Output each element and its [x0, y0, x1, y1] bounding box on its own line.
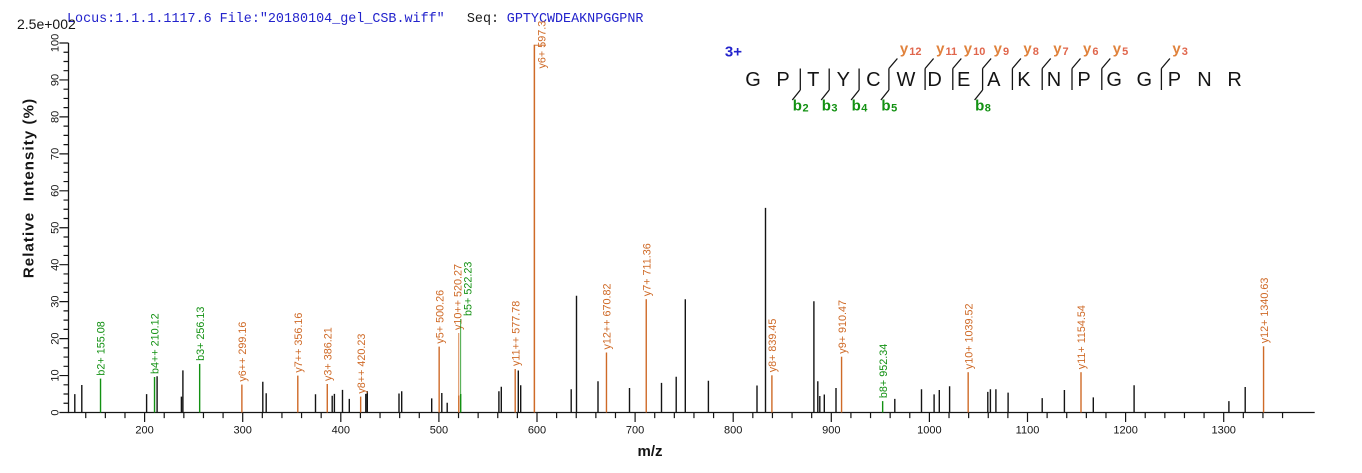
svg-text:1300: 1300	[1211, 425, 1235, 437]
svg-text:y11++ 577.78: y11++ 577.78	[510, 301, 522, 366]
svg-text:b3: b3	[822, 98, 838, 115]
svg-text:70: 70	[50, 148, 62, 160]
svg-text:GPTYCWDEAKNPGGPNR: GPTYCWDEAKNPGGPNR	[507, 12, 644, 27]
svg-text:500: 500	[430, 425, 448, 437]
svg-text:P: P	[776, 69, 789, 91]
svg-text:G: G	[1106, 69, 1122, 91]
svg-text:40: 40	[50, 259, 62, 271]
svg-text:900: 900	[822, 425, 840, 437]
svg-text:b4++ 210.12: b4++ 210.12	[150, 313, 162, 374]
svg-text:b8: b8	[975, 98, 991, 115]
svg-text:300: 300	[234, 425, 252, 437]
svg-text:10: 10	[50, 369, 62, 381]
svg-text:m/z: m/z	[637, 443, 662, 460]
svg-text:C: C	[866, 69, 880, 91]
svg-text:60: 60	[50, 185, 62, 197]
svg-text:y9+ 910.47: y9+ 910.47	[837, 300, 849, 354]
svg-text:400: 400	[332, 425, 350, 437]
svg-text:P: P	[1168, 69, 1181, 91]
svg-text:P: P	[1077, 69, 1090, 91]
svg-text:b2+ 155.08: b2+ 155.08	[96, 321, 108, 375]
svg-text:y8++ 420.23: y8++ 420.23	[356, 334, 368, 394]
svg-text:y10+ 1039.52: y10+ 1039.52	[963, 303, 975, 369]
svg-text:D: D	[927, 69, 941, 91]
svg-text:700: 700	[626, 425, 644, 437]
svg-text:50: 50	[50, 222, 62, 234]
svg-text:N: N	[1197, 69, 1211, 91]
svg-text:20: 20	[50, 332, 62, 344]
svg-text:A: A	[987, 69, 1001, 91]
svg-text:T: T	[807, 69, 819, 91]
svg-text:E: E	[957, 69, 970, 91]
svg-text:y6+ 597.3: y6+ 597.3	[536, 21, 548, 69]
svg-text:3+: 3+	[725, 44, 742, 61]
svg-text:0: 0	[50, 409, 62, 415]
svg-text:y12++ 670.82: y12++ 670.82	[602, 283, 614, 349]
svg-text:1100: 1100	[1016, 425, 1040, 437]
svg-text:W: W	[897, 69, 916, 91]
svg-text:N: N	[1047, 69, 1061, 91]
svg-text:b3+ 256.13: b3+ 256.13	[195, 307, 207, 361]
svg-text:y7++ 356.16: y7++ 356.16	[293, 313, 305, 373]
svg-text:G: G	[745, 69, 761, 91]
svg-text:1200: 1200	[1113, 425, 1137, 437]
svg-text:b5+ 522.23: b5+ 522.23	[462, 262, 474, 316]
svg-text:Y: Y	[837, 69, 850, 91]
svg-text:b8+ 952.34: b8+ 952.34	[878, 344, 890, 398]
svg-text:80: 80	[50, 111, 62, 123]
svg-text:y11+ 1154.54: y11+ 1154.54	[1076, 305, 1088, 369]
svg-text:30: 30	[50, 296, 62, 308]
svg-text:90: 90	[50, 74, 62, 86]
svg-text:100: 100	[50, 34, 62, 52]
svg-text:y3+ 386.21: y3+ 386.21	[322, 327, 334, 381]
svg-text:b4: b4	[852, 98, 869, 115]
svg-text:600: 600	[528, 425, 546, 437]
svg-text:R: R	[1227, 69, 1241, 91]
svg-text:G: G	[1137, 69, 1153, 91]
svg-text:b2: b2	[793, 98, 809, 115]
svg-text:800: 800	[724, 425, 742, 437]
svg-text:y7+ 711.36: y7+ 711.36	[641, 243, 653, 296]
svg-text:y8+ 839.45: y8+ 839.45	[767, 319, 779, 373]
svg-text:1000: 1000	[917, 425, 941, 437]
svg-text:y12+ 1340.63: y12+ 1340.63	[1259, 278, 1271, 344]
svg-text:y10++ 520.27: y10++ 520.27	[452, 264, 464, 330]
svg-text:K: K	[1017, 69, 1031, 91]
svg-text:b5: b5	[881, 98, 897, 115]
svg-text:Seq:: Seq:	[467, 12, 499, 27]
svg-text:Relative Intensity (%): Relative Intensity (%)	[21, 98, 38, 278]
svg-text:Locus:1.1.1.1117.6 File:"20180: Locus:1.1.1.1117.6 File:"20180104_gel_CS…	[67, 12, 445, 27]
svg-text:2.5e+002: 2.5e+002	[17, 16, 76, 32]
svg-text:y5+ 500.26: y5+ 500.26	[434, 290, 446, 344]
svg-text:y6++ 299.16: y6++ 299.16	[237, 322, 249, 382]
svg-text:200: 200	[135, 425, 153, 437]
